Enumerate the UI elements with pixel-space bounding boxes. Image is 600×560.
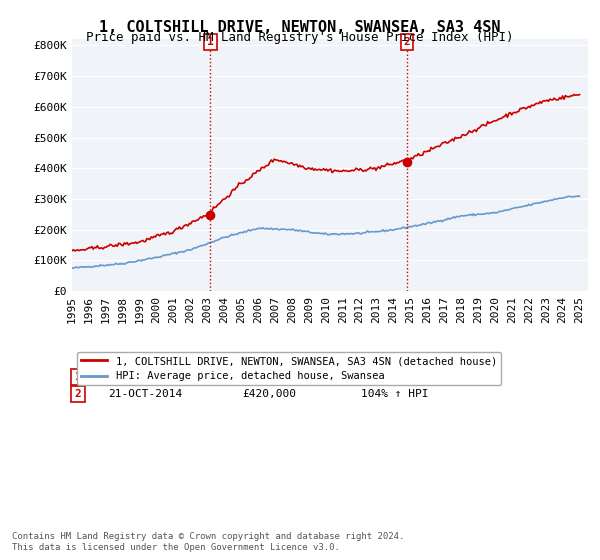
Text: Contains HM Land Registry data © Crown copyright and database right 2024.
This d: Contains HM Land Registry data © Crown c… bbox=[12, 532, 404, 552]
Legend: 1, COLTSHILL DRIVE, NEWTON, SWANSEA, SA3 4SN (detached house), HPI: Average pric: 1, COLTSHILL DRIVE, NEWTON, SWANSEA, SA3… bbox=[77, 352, 501, 385]
Text: 1: 1 bbox=[207, 38, 214, 47]
Text: 1, COLTSHILL DRIVE, NEWTON, SWANSEA, SA3 4SN: 1, COLTSHILL DRIVE, NEWTON, SWANSEA, SA3… bbox=[99, 20, 501, 35]
Text: 104% ↑ HPI: 104% ↑ HPI bbox=[361, 389, 428, 399]
Text: 2: 2 bbox=[404, 38, 410, 47]
Text: 2: 2 bbox=[75, 389, 82, 399]
Text: 114% ↑ HPI: 114% ↑ HPI bbox=[361, 372, 428, 382]
Text: 21-OCT-2014: 21-OCT-2014 bbox=[108, 389, 182, 399]
Text: £420,000: £420,000 bbox=[242, 389, 296, 399]
Text: 07-MAR-2003: 07-MAR-2003 bbox=[108, 372, 182, 382]
Text: £249,500: £249,500 bbox=[242, 372, 296, 382]
Text: 1: 1 bbox=[75, 372, 82, 382]
Text: Price paid vs. HM Land Registry's House Price Index (HPI): Price paid vs. HM Land Registry's House … bbox=[86, 31, 514, 44]
